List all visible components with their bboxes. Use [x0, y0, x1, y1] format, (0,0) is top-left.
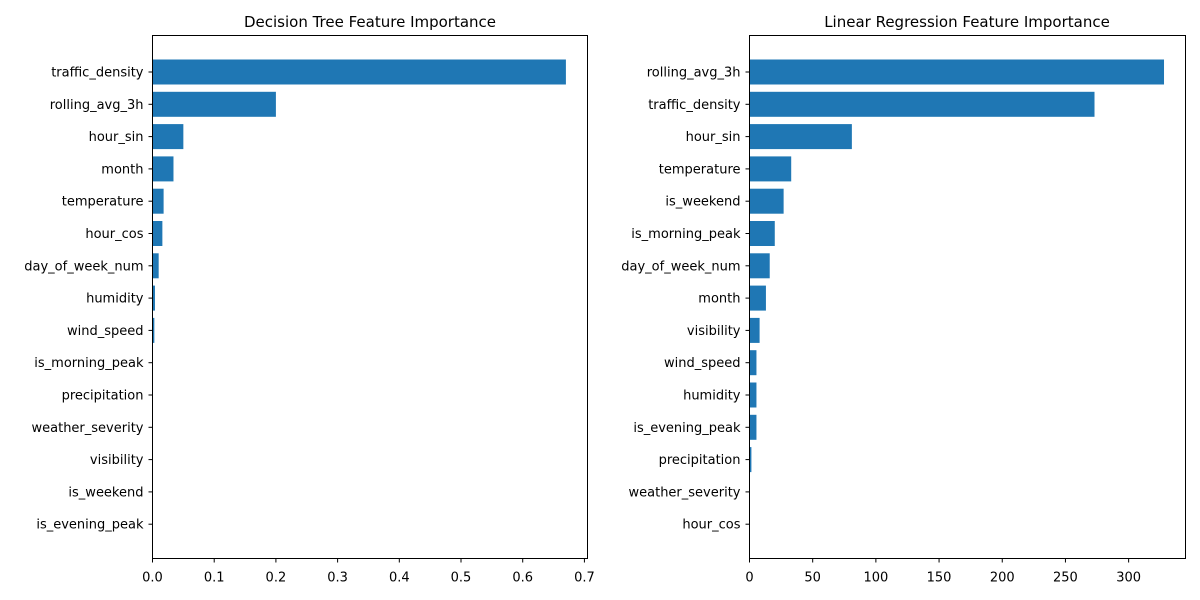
y-tick-label: precipitation: [62, 389, 144, 404]
chart-title: Linear Regression Feature Importance: [824, 13, 1110, 31]
y-tick-label: precipitation: [659, 453, 741, 468]
y-tick-label: visibility: [90, 453, 144, 468]
bar-is-weekend: [749, 188, 784, 214]
y-tick-label: month: [698, 292, 740, 307]
plot-frame: [152, 35, 588, 559]
y-tick-label: is_morning_peak: [34, 356, 144, 371]
bar-hour-sin: [749, 124, 852, 150]
x-tick-label: 150: [927, 571, 952, 586]
y-tick-label: humidity: [683, 389, 741, 404]
y-tick-label: is_evening_peak: [633, 421, 741, 436]
y-tick-label: wind_speed: [664, 356, 741, 371]
bar-precipitation: [749, 447, 752, 473]
y-tick-label: temperature: [659, 162, 741, 177]
x-tick-label: 50: [804, 571, 821, 586]
bar-visibility: [749, 317, 760, 343]
bar-hour-sin: [152, 124, 184, 150]
bar-month: [749, 285, 766, 311]
y-tick-label: is_weekend: [665, 195, 740, 210]
y-tick-label: is_evening_peak: [36, 518, 144, 533]
y-tick-label: day_of_week_num: [621, 259, 740, 274]
y-axis: rolling_avg_3h traffic_density hour_sintem…: [621, 66, 750, 533]
y-tick-label: is_morning_peak: [631, 227, 741, 242]
x-tick-label: 0.4: [389, 571, 410, 586]
y-tick-label: rolling_avg_3h: [647, 66, 741, 81]
y-tick-label: is_weekend: [68, 485, 143, 500]
y-tick-label: hour_cos: [682, 518, 740, 533]
y-tick-label: traffic_density: [648, 98, 741, 113]
x-tick-label: 0.1: [204, 571, 225, 586]
bar-wind-speed: [749, 350, 757, 376]
bar-day-of-week-num: [749, 253, 770, 279]
bar-rolling-avg-3h: [749, 59, 1165, 85]
bars-group: [749, 59, 1165, 537]
x-tick-label: 0.7: [574, 571, 595, 586]
chart-title: Decision Tree Feature Importance: [244, 13, 496, 31]
linear-regression-chart: Linear Regression Feature Importance rol…: [621, 13, 1186, 586]
bar-traffic-density: [152, 59, 566, 85]
x-axis: 0 50 100 150 200 250 300: [745, 558, 1141, 586]
bar-temperature: [152, 188, 164, 214]
x-tick-label: 0.5: [451, 571, 472, 586]
bar-is-morning-peak: [749, 221, 775, 246]
y-tick-label: weather_severity: [32, 421, 144, 436]
y-tick-label: hour_sin: [686, 130, 741, 145]
y-tick-label: weather_severity: [629, 485, 741, 500]
bar-hour-cos: [152, 221, 163, 246]
bars-group: [152, 59, 566, 537]
x-tick-label: 0: [745, 571, 753, 586]
y-tick-label: day_of_week_num: [24, 259, 143, 274]
x-axis: 0.0 0.1 0.2 0.3 0.4 0.5 0.6 0.7: [142, 558, 595, 586]
y-tick-label: temperature: [62, 195, 144, 210]
x-tick-label: 0.0: [142, 571, 163, 586]
x-tick-label: 100: [863, 571, 888, 586]
bar-traffic-density: [749, 91, 1095, 117]
y-axis: traffic_density rolling_avg_3h hour_sinmon…: [24, 66, 153, 533]
y-tick-label: month: [101, 162, 143, 177]
y-tick-label: hour_cos: [85, 227, 143, 242]
y-tick-label: humidity: [86, 292, 144, 307]
bar-humidity: [749, 382, 757, 408]
y-tick-label: visibility: [687, 324, 741, 339]
x-tick-label: 0.6: [512, 571, 533, 586]
plot-frame: [749, 35, 1186, 559]
bar-rolling-avg-3h: [152, 91, 276, 117]
bar-month: [152, 156, 174, 182]
x-tick-label: 200: [990, 571, 1015, 586]
decision-tree-chart: Decision Tree Feature Importance traffic…: [24, 13, 595, 586]
bar-day-of-week-num: [152, 253, 159, 279]
y-tick-label: traffic_density: [51, 66, 144, 81]
x-tick-label: 250: [1053, 571, 1078, 586]
y-tick-label: wind_speed: [67, 324, 144, 339]
x-tick-label: 0.3: [327, 571, 348, 586]
y-tick-label: rolling_avg_3h: [50, 98, 144, 113]
bar-humidity: [152, 285, 155, 311]
bar-wind-speed: [152, 317, 155, 343]
x-tick-label: 300: [1116, 571, 1141, 586]
bar-temperature: [749, 156, 792, 182]
bar-is-evening-peak: [749, 414, 757, 440]
x-tick-label: 0.2: [266, 571, 287, 586]
y-tick-label: hour_sin: [89, 130, 144, 145]
